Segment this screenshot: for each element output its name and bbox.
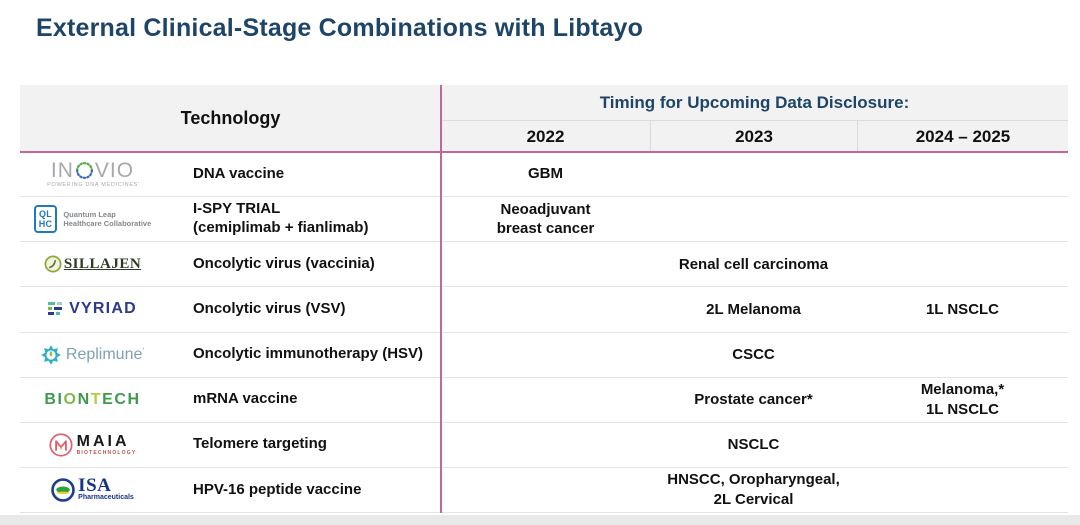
technology-cell: Oncolytic virus (VSV) xyxy=(193,300,346,318)
table-body: IN VIO POWERING DNA MEDICINES' DNA vacci… xyxy=(20,152,1068,513)
page-title: External Clinical-Stage Combinations wit… xyxy=(36,14,644,42)
replimune-wordmark: Replimune' xyxy=(66,346,144,364)
maia-subtitle: BIOTECHNOLOGY xyxy=(76,449,137,456)
technology-cell: Telomere targeting xyxy=(193,435,327,453)
table-header: Technology Timing for Upcoming Data Disc… xyxy=(20,85,1068,152)
maia-circle-m-icon xyxy=(49,433,73,457)
biontech-logo: BIONTECH xyxy=(20,391,165,409)
qlhc-name: Quantum Leap Healthcare Collaborative xyxy=(63,210,151,229)
qlhc-badge-icon: QL HC xyxy=(33,205,58,234)
table-row-sillajen: SILLAJEN Oncolytic virus (vaccinia) Rena… xyxy=(20,241,1068,286)
combinations-table: Technology Timing for Upcoming Data Disc… xyxy=(20,85,1068,513)
isa-subtitle: Pharmaceuticals xyxy=(78,494,134,502)
qlhc-abbr-bottom: HC xyxy=(38,219,53,230)
isa-globe-icon xyxy=(51,478,75,502)
bottom-band xyxy=(0,515,1080,525)
inovio-logo: IN VIO POWERING DNA MEDICINES' xyxy=(20,158,165,188)
inovio-tagline: POWERING DNA MEDICINES' xyxy=(47,181,140,188)
qlhc-name-line2: Healthcare Collaborative xyxy=(63,219,152,229)
qlhc-logo: QL HC Quantum Leap Healthcare Collaborat… xyxy=(20,205,165,234)
sillajen-logo: SILLAJEN xyxy=(20,255,165,273)
isa-wordmark: ISA xyxy=(78,475,112,497)
table-row-biontech: BIONTECH mRNA vaccine Prostate cancer* M… xyxy=(20,376,1068,422)
replimune-trademark: ' xyxy=(142,345,145,356)
replimune-text: Replimune xyxy=(65,345,143,363)
vyriad-logo: VYRIAD xyxy=(20,300,165,318)
biontech-letter-t: T xyxy=(90,390,103,408)
year-cell-2023: CSCC xyxy=(732,345,775,363)
inovio-dotted-o-icon xyxy=(75,162,93,179)
replimune-starburst-icon xyxy=(41,344,61,365)
year-cell-2022: Neoadjuvant breast cancer xyxy=(496,200,595,238)
technology-cell: Oncolytic immunotherapy (HSV) xyxy=(193,345,424,363)
technology-cell: mRNA vaccine xyxy=(193,390,298,408)
technology-cell: Oncolytic virus (vaccinia) xyxy=(193,254,375,272)
year-headers: 2022 2023 2024 – 2025 xyxy=(441,121,1068,152)
year-cell-2023: NSCLC xyxy=(727,436,780,454)
year-cell-2024-2025: 1L NSCLC xyxy=(925,300,1000,318)
inovio-letters-left: IN xyxy=(50,158,74,182)
maia-logo: MAIA BIOTECHNOLOGY xyxy=(20,433,165,457)
qlhc-abbr-top: QL xyxy=(38,209,53,220)
table-row-qlhc: QL HC Quantum Leap Healthcare Collaborat… xyxy=(20,196,1068,241)
technology-cell: HPV-16 peptide vaccine xyxy=(193,480,362,498)
sillajen-wordmark: SILLAJEN xyxy=(63,255,142,272)
sillajen-leaf-icon xyxy=(44,255,62,273)
table-row-inovio: IN VIO POWERING DNA MEDICINES' DNA vacci… xyxy=(20,152,1068,196)
table-row-replimune: Replimune' Oncolytic immunotherapy (HSV)… xyxy=(20,331,1068,377)
year-cell-2023: Renal cell carcinoma xyxy=(678,255,829,273)
technology-cell: DNA vaccine xyxy=(193,164,285,182)
vyriad-wordmark: VYRIAD xyxy=(69,300,137,318)
maia-wordmark: MAIA xyxy=(76,432,130,450)
table-row-vyriad: VYRIAD Oncolytic virus (VSV) 2L Melanoma… xyxy=(20,286,1068,331)
technology-column-header: Technology xyxy=(180,108,281,128)
year-cell-2023: 2L Melanoma xyxy=(706,300,801,318)
technology-cell: I-SPY TRIAL (cemiplimab + fianlimab) xyxy=(193,200,369,237)
year-header-2024-2025: 2024 – 2025 xyxy=(857,121,1068,152)
inovio-letters-right: VIO xyxy=(94,158,135,182)
replimune-logo: Replimune' xyxy=(20,344,165,365)
biontech-letter-o: O xyxy=(63,390,78,408)
isa-logo: ISA Pharmaceuticals xyxy=(20,475,165,502)
vyriad-grid-icon xyxy=(48,302,63,316)
year-header-2023: 2023 xyxy=(650,121,857,152)
year-cell-2023: Prostate cancer* xyxy=(694,390,813,408)
timing-header-group: Timing for Upcoming Data Disclosure: 202… xyxy=(441,85,1068,152)
year-header-2022: 2022 xyxy=(526,126,565,146)
biontech-letters-bi: BI xyxy=(44,390,64,408)
table-row-maia: MAIA BIOTECHNOLOGY Telomere targeting NS… xyxy=(20,421,1068,467)
biontech-letters-ech: ECH xyxy=(102,390,141,408)
qlhc-name-line1: Quantum Leap xyxy=(63,209,116,219)
year-cell-2023: HNSCC, Oropharyngeal, 2L Cervical xyxy=(667,471,840,508)
timing-divider-line xyxy=(440,85,442,513)
timing-header: Timing for Upcoming Data Disclosure: xyxy=(441,85,1068,121)
inovio-wordmark: IN VIO xyxy=(50,158,135,182)
header-divider-line xyxy=(20,151,1068,153)
biontech-wordmark: BIONTECH xyxy=(44,391,140,409)
year-cell-2022: GBM xyxy=(528,165,563,183)
table-row-isa: ISA Pharmaceuticals HPV-16 peptide vacci… xyxy=(20,466,1068,512)
biontech-letter-n: N xyxy=(77,390,91,408)
year-cell-2024-2025: Melanoma,* 1L NSCLC xyxy=(920,381,1005,418)
